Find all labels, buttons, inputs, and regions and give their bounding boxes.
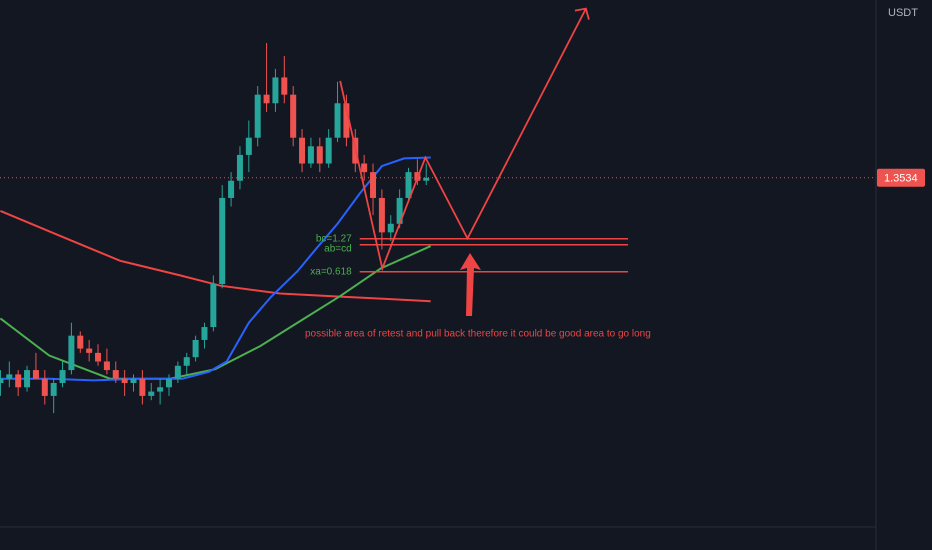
candle-body [130,378,137,383]
candle-body [112,370,119,379]
pointer-arrow [460,253,481,316]
candle-body [396,197,403,224]
projection-arrowhead [574,7,590,20]
candle-body [95,352,102,362]
candle-body [387,223,394,233]
candle-body [210,284,217,328]
candle-body [86,348,93,353]
candle-body [219,197,226,285]
candle-body [370,172,377,198]
last-price-label: 1.3534 [884,173,918,185]
moving-average [0,209,431,303]
fib-level-label: bc=1.27 [316,233,352,244]
moving-average [0,245,432,380]
fib-level-label: xa=0.618 [310,266,352,277]
candle-body [281,77,288,95]
candle-body [423,177,430,181]
candle-body [50,382,57,396]
candle-body [174,365,181,379]
candle-body [299,137,306,164]
candle-body [148,391,155,396]
candle-body [272,77,279,104]
candle-body [103,361,110,371]
candle-body [6,374,13,379]
candle-body [165,378,172,388]
candle-body [201,327,208,340]
candle-body [24,370,31,388]
candle-body [228,180,235,198]
candle-body [361,163,368,173]
candle-body [192,339,199,358]
candle-body [254,94,261,138]
candle-body [0,378,4,383]
axes: 1.3534 [877,168,925,187]
candle-body [32,370,39,379]
candle-body [139,378,146,396]
candle-body [343,103,350,138]
fib-level-label: ab=cd [324,243,352,254]
candle-body [68,335,75,371]
last-price-box [877,168,925,187]
candle-body [405,172,412,198]
candle-body [77,335,84,349]
annotation: possible area of retest and pull back th… [305,329,651,340]
candle-body [263,94,270,104]
candle-body [325,137,332,164]
candle-body [316,146,323,164]
candle-body [157,387,164,392]
candle-body [245,137,252,155]
candle-body [41,378,48,396]
candle-body [334,103,341,138]
candle-body [59,370,66,383]
candle-body [307,146,314,164]
candle-body [183,357,190,366]
projection-path [339,8,587,272]
candle-body [236,154,243,181]
candle-body [378,197,385,233]
currency-label: USDT [888,7,918,19]
candle-body [121,378,128,383]
candle-body [15,374,22,388]
candle-body [290,94,297,138]
